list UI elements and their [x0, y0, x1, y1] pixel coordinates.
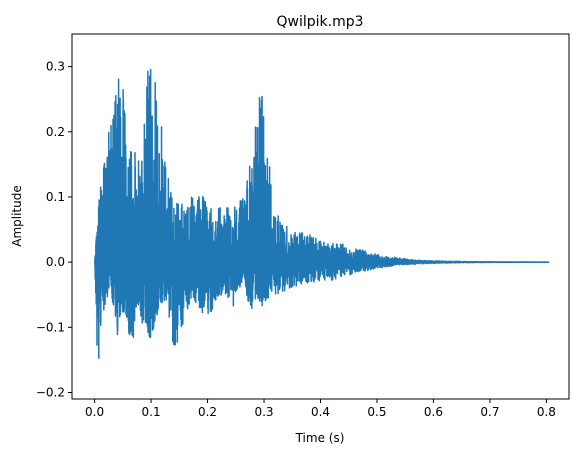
x-tick-label: 0.3 — [254, 405, 273, 419]
x-tick-label: 0.7 — [480, 405, 499, 419]
y-tick-label: 0.3 — [46, 60, 65, 74]
y-tick-label: 0.0 — [46, 255, 65, 269]
x-tick-label: 0.2 — [198, 405, 217, 419]
x-axis: 0.0 0.1 0.2 0.3 0.4 0.5 0.6 0.7 0.8 — [85, 399, 556, 419]
x-tick-label: 0.8 — [537, 405, 556, 419]
x-tick-label: 0.1 — [142, 405, 161, 419]
x-axis-label: Time (s) — [295, 431, 345, 445]
y-tick-label: 0.2 — [46, 125, 65, 139]
x-tick-label: 0.5 — [367, 405, 386, 419]
x-tick-label: 0.0 — [85, 405, 104, 419]
y-axis-label: Amplitude — [10, 185, 24, 247]
y-tick-label: −0.2 — [36, 385, 65, 399]
y-axis: −0.2 −0.1 0.0 0.1 0.2 0.3 — [36, 60, 72, 399]
chart-title: Qwilpik.mp3 — [276, 14, 363, 30]
waveform-line — [93, 68, 550, 360]
y-tick-label: −0.1 — [36, 320, 65, 334]
x-tick-label: 0.4 — [311, 405, 330, 419]
y-tick-label: 0.1 — [46, 190, 65, 204]
x-tick-label: 0.6 — [424, 405, 443, 419]
plot-layer — [93, 68, 550, 360]
